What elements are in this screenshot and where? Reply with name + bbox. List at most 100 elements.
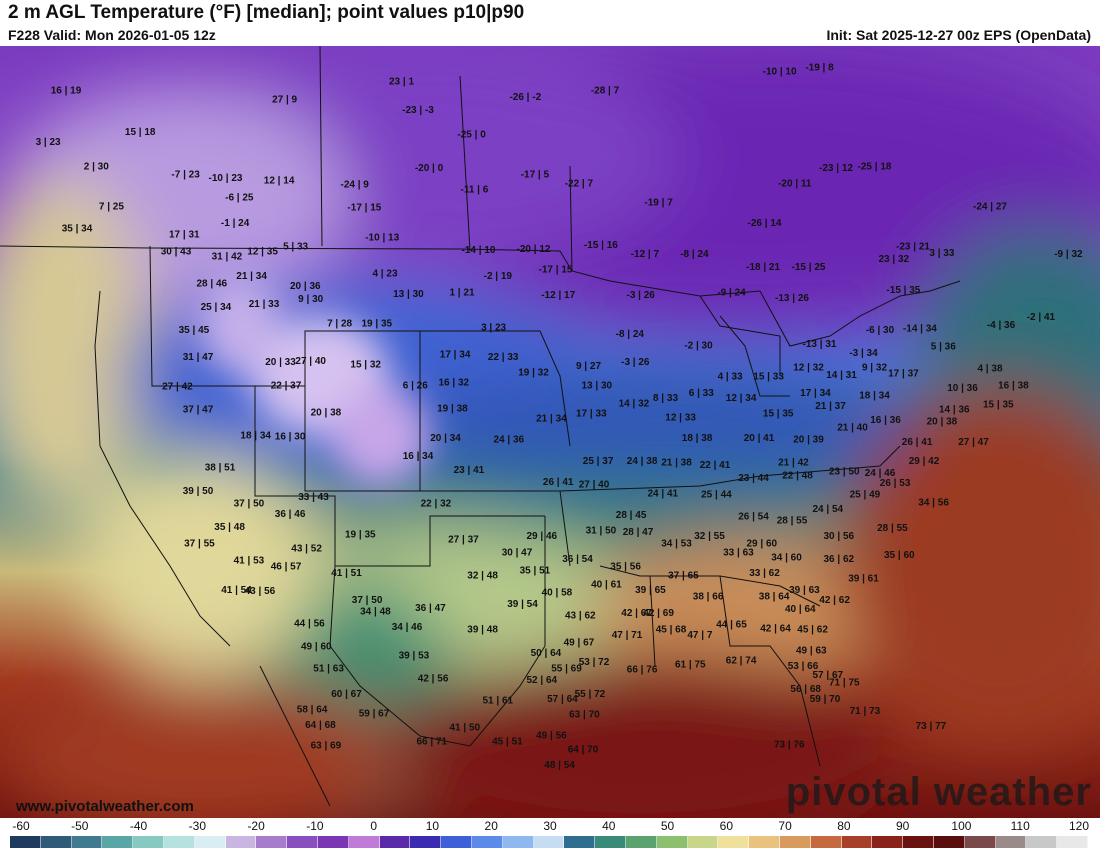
point-value-label: 43 | 52 xyxy=(291,544,322,555)
point-value-label: 31 | 47 xyxy=(183,352,214,363)
point-value-label: 34 | 48 xyxy=(360,607,391,618)
point-value-label: -10 | 10 xyxy=(763,66,797,77)
point-value-label: -26 | 14 xyxy=(748,218,782,229)
point-value-label: 17 | 31 xyxy=(169,230,200,241)
point-value-label: 45 | 68 xyxy=(656,625,687,636)
colorbar-tick-label: -50 xyxy=(71,819,89,833)
point-value-label: -1 | 24 xyxy=(221,218,250,229)
colorbar-ticks: -60 -50 -40 -30 -20 -10 0 10 20 30 40 50 60 70 80 90 100… xyxy=(0,818,1100,834)
init-time-label: Init: Sat 2025-12-27 00z EPS (OpenData) xyxy=(826,27,1091,43)
point-value-label: 12 | 34 xyxy=(726,393,757,404)
point-value-label: 53 | 72 xyxy=(579,657,610,668)
point-value-label: 7 | 25 xyxy=(99,201,124,212)
colorbar-swatch xyxy=(964,836,996,848)
point-value-label: -12 | 7 xyxy=(631,249,660,260)
colorbar-swatch xyxy=(102,836,134,848)
point-value-label: 27 | 42 xyxy=(162,382,193,393)
point-value-label: 24 | 54 xyxy=(812,504,843,515)
point-value-label: 14 | 31 xyxy=(826,370,857,381)
point-value-label: -2 | 30 xyxy=(684,340,713,351)
colorbar-swatch xyxy=(656,836,688,848)
point-value-label: 39 | 54 xyxy=(507,599,538,610)
point-value-label: 14 | 32 xyxy=(619,398,650,409)
point-value-label: 27 | 47 xyxy=(958,437,989,448)
point-value-label: 42 | 64 xyxy=(760,624,791,635)
point-value-label: 16 | 38 xyxy=(998,380,1029,391)
point-value-label: 4 | 23 xyxy=(372,268,397,279)
point-value-label: 20 | 34 xyxy=(430,433,461,444)
point-value-label: 21 | 38 xyxy=(661,458,692,469)
point-value-label: 38 | 64 xyxy=(759,591,790,602)
temperature-map[interactable]: 16 | 19 23 | 1 27 | 9 3 | 23 15 | 18 -23 | -3… xyxy=(0,46,1100,818)
point-value-label: 15 | 33 xyxy=(753,371,784,382)
colorbar-swatch xyxy=(441,836,472,848)
point-value-label: 47 | 71 xyxy=(612,630,643,641)
point-value-label: 22 | 32 xyxy=(421,499,452,510)
point-value-label: 41 | 54 xyxy=(221,585,252,596)
point-value-label: 29 | 46 xyxy=(526,531,557,542)
point-value-label: 49 | 63 xyxy=(796,645,827,656)
point-value-label: 37 | 50 xyxy=(352,595,383,606)
colorbar-swatch xyxy=(1057,836,1088,848)
point-value-label: 20 | 33 xyxy=(265,357,296,368)
point-value-label: 39 | 61 xyxy=(848,573,879,584)
colorbar-tick-label: 50 xyxy=(660,819,675,833)
colorbar-swatch xyxy=(71,836,103,848)
point-value-label: -25 | 18 xyxy=(858,162,892,173)
point-value-label: 35 | 56 xyxy=(610,562,641,573)
point-value-label: 52 | 64 xyxy=(526,675,557,686)
point-value-label: 36 | 54 xyxy=(562,554,593,565)
point-value-label: 20 | 38 xyxy=(927,416,958,427)
colorbar-swatch xyxy=(163,836,195,848)
colorbar-swatch xyxy=(533,836,565,848)
point-value-label: 3 | 23 xyxy=(36,137,61,148)
point-value-label: 17 | 34 xyxy=(440,349,471,360)
point-value-label: 41 | 51 xyxy=(331,568,362,579)
colorbar-tick-label: 120 xyxy=(1068,819,1090,833)
point-value-label: 29 | 60 xyxy=(746,539,777,550)
point-value-label: -23 | -3 xyxy=(402,105,434,116)
point-value-label: 24 | 41 xyxy=(647,488,678,499)
point-value-label: 49 | 60 xyxy=(301,642,332,653)
point-value-label: 14 | 36 xyxy=(939,405,970,416)
point-value-label: -20 | 12 xyxy=(517,244,551,255)
colorbar-tick-label: -30 xyxy=(188,819,206,833)
point-value-label: -19 | 7 xyxy=(644,198,673,209)
colorbar-swatch xyxy=(10,836,41,848)
point-value-labels: 16 | 19 23 | 1 27 | 9 3 | 23 15 | 18 -23 | -3… xyxy=(36,63,1083,771)
point-value-label: 26 | 53 xyxy=(880,478,911,489)
point-value-label: 25 | 49 xyxy=(850,490,881,501)
point-value-label: 23 | 50 xyxy=(829,467,860,478)
point-value-label: 17 | 34 xyxy=(800,388,831,399)
point-value-label: 26 | 41 xyxy=(902,437,933,448)
point-value-label: -14 | 34 xyxy=(903,324,937,335)
colorbar-swatch xyxy=(749,836,780,848)
watermark: pivotal weather xyxy=(785,770,1092,814)
colorbar-swatch xyxy=(625,836,657,848)
colorbar-tick-label: -60 xyxy=(12,819,30,833)
point-value-label: 24 | 38 xyxy=(627,456,658,467)
point-value-label: 3 | 33 xyxy=(929,248,954,259)
point-value-label: 19 | 35 xyxy=(361,319,392,330)
colorbar-swatch xyxy=(194,836,226,848)
point-value-label: 38 | 51 xyxy=(205,463,236,474)
colorbar-tick-label: 60 xyxy=(719,819,733,833)
point-value-label: -17 | 15 xyxy=(539,265,573,276)
point-value-label: 63 | 69 xyxy=(311,741,342,752)
point-value-label: 18 | 34 xyxy=(240,431,271,442)
point-value-label: -13 | 31 xyxy=(803,339,837,350)
point-value-label: 6 | 33 xyxy=(689,388,714,399)
point-value-label: 24 | 36 xyxy=(493,434,524,445)
point-value-label: 51 | 63 xyxy=(313,663,344,674)
point-value-label: 39 | 48 xyxy=(467,625,498,636)
point-value-label: 15 | 35 xyxy=(983,400,1014,411)
point-value-label: 8 | 33 xyxy=(653,393,678,404)
point-value-label: 38 | 66 xyxy=(693,591,724,602)
colorbar-tick-label: -40 xyxy=(129,819,148,833)
point-value-label: 9 | 30 xyxy=(298,294,323,305)
point-value-label: 16 | 36 xyxy=(870,415,901,426)
point-value-label: 4 | 33 xyxy=(718,371,743,382)
point-value-label: 12 | 33 xyxy=(665,412,696,423)
website-link[interactable]: www.pivotalweather.com xyxy=(16,798,194,815)
point-value-label: 36 | 46 xyxy=(275,509,306,520)
